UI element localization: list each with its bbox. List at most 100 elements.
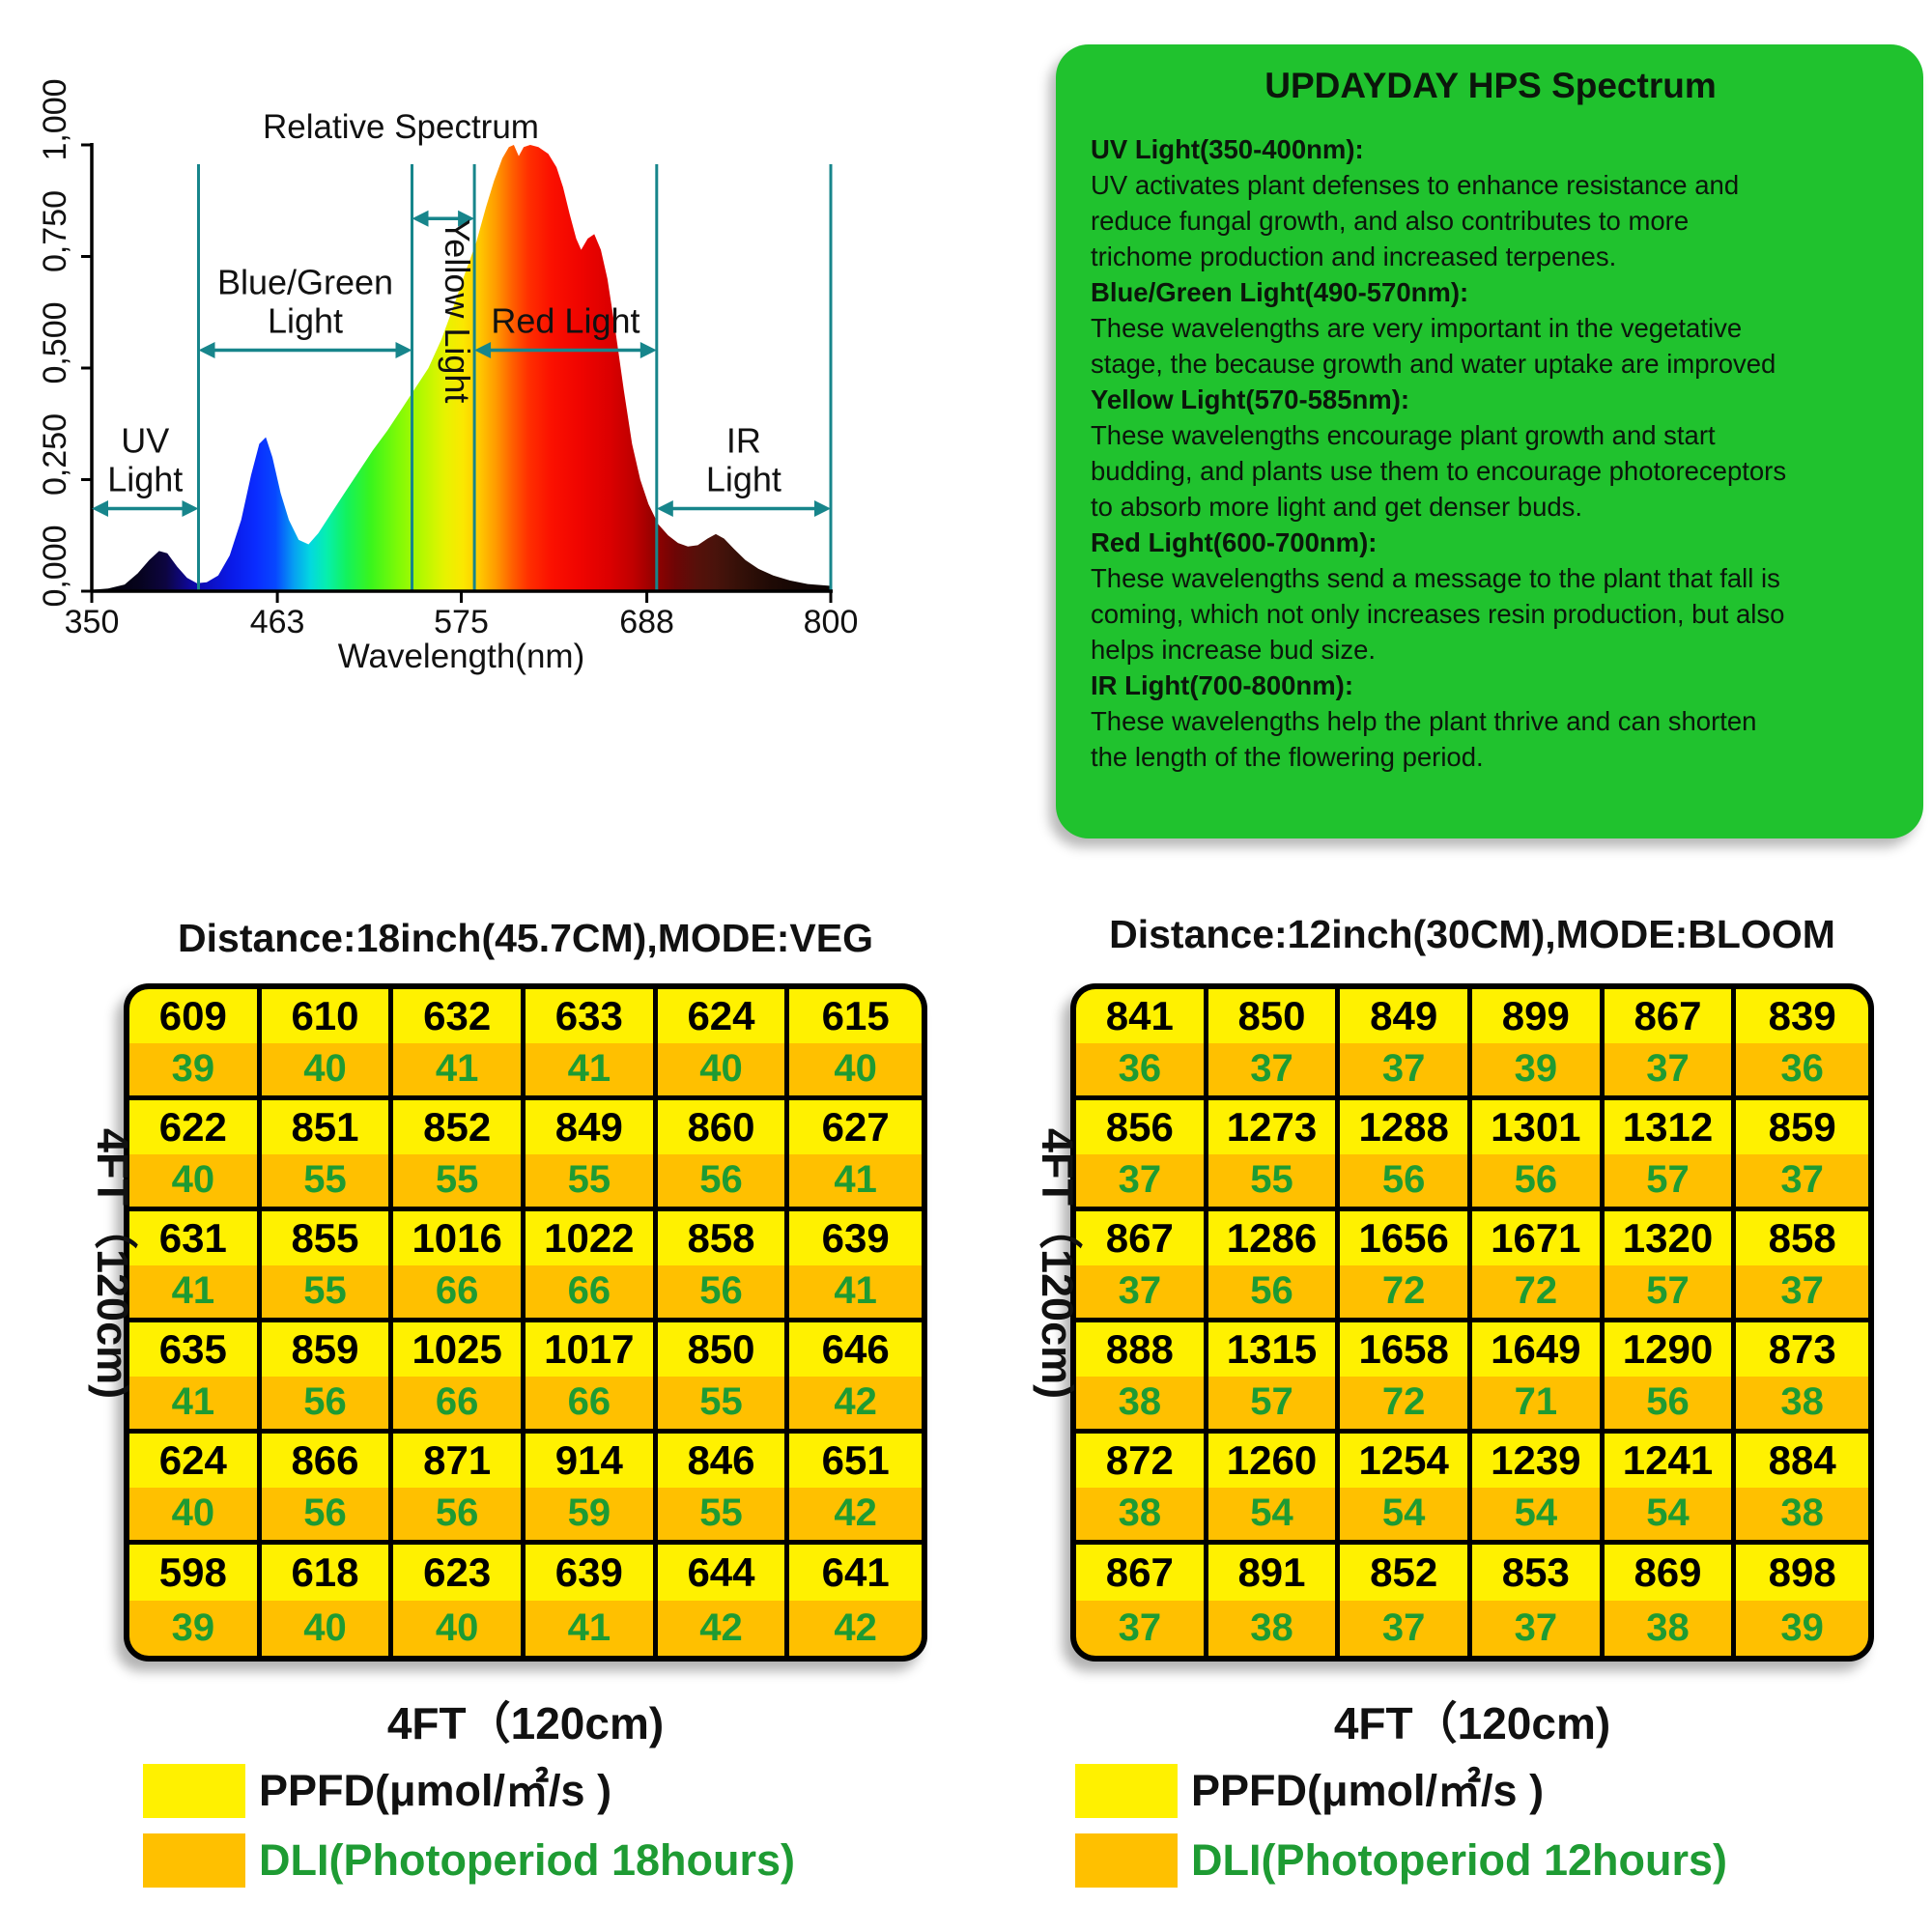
ppfd-value: 639	[789, 1211, 922, 1265]
ppfd-value: 615	[789, 989, 922, 1043]
measurement-cell: 841 36	[1076, 989, 1208, 1095]
y-tick-label: 0,000	[37, 525, 73, 607]
ppfd-value: 610	[261, 989, 389, 1043]
ppfd-value: 852	[1340, 1545, 1467, 1602]
ppfd-value: 866	[261, 1434, 389, 1488]
ppfd-value: 641	[789, 1545, 922, 1602]
measurement-cell: 632 41	[393, 989, 526, 1095]
ppfd-value: 899	[1472, 989, 1600, 1043]
chart-x-axis-label: Wavelength(nm)	[337, 638, 585, 675]
region-label-blue-green-light: Light	[268, 301, 343, 341]
ppfd-value: 1656	[1340, 1211, 1467, 1265]
measurement-cell: 849 37	[1340, 989, 1472, 1095]
dli-value: 55	[657, 1487, 785, 1540]
dli-value: 40	[393, 1601, 521, 1656]
dli-value: 57	[1604, 1264, 1732, 1318]
dli-value: 66	[526, 1376, 653, 1429]
ppfd-value: 873	[1736, 1322, 1868, 1377]
ppfd-value: 891	[1208, 1545, 1336, 1602]
x-tick-label: 463	[250, 604, 305, 640]
dli-value: 42	[789, 1487, 922, 1540]
panel-text-line: UV Light(350-400nm):	[1091, 134, 1364, 164]
panel-text-line: the length of the flowering period.	[1091, 742, 1484, 772]
ppfd-value: 888	[1076, 1322, 1204, 1377]
measurement-cell: 852 37	[1340, 1545, 1472, 1656]
dli-value: 41	[789, 1153, 922, 1207]
panel-text-line: UV activates plant defenses to enhance r…	[1091, 170, 1740, 200]
measurement-cell: 631 41	[129, 1211, 262, 1318]
ppfd-value: 1260	[1208, 1434, 1336, 1488]
ppfd-value: 1239	[1472, 1434, 1600, 1488]
measurement-cell: 856 37	[1076, 1100, 1208, 1207]
panel-text-line: coming, which not only increases resin p…	[1091, 599, 1785, 629]
measurement-cell: 624 40	[129, 1434, 262, 1540]
dli-value: 37	[1076, 1601, 1204, 1656]
dli-value: 37	[1340, 1601, 1467, 1656]
relative-spectrum-chart: 350 463 575 688 800 0,000 0,250 0,500 0,750 1,000…	[37, 78, 859, 640]
panel-text-line: helps increase bud size.	[1091, 635, 1377, 665]
dli-value: 55	[261, 1153, 389, 1207]
dli-value: 38	[1604, 1601, 1732, 1656]
ppfd-value: 841	[1076, 989, 1204, 1043]
panel-text-line: to absorb more light and get denser buds…	[1091, 492, 1583, 522]
measurement-cell: 869 38	[1604, 1545, 1737, 1656]
dli-value: 41	[129, 1264, 257, 1318]
dli-value: 40	[657, 1042, 785, 1095]
ppfd-value: 867	[1076, 1211, 1204, 1265]
ppfd-value: 624	[657, 989, 785, 1043]
dli-value: 40	[129, 1487, 257, 1540]
dli-value: 71	[1472, 1376, 1600, 1429]
measurement-cell: 846 55	[657, 1434, 790, 1540]
region-label-uv-light: Light	[107, 460, 183, 499]
dli-value: 37	[1076, 1264, 1204, 1318]
measurement-cell: 1241 54	[1604, 1434, 1737, 1540]
x-tick-label: 800	[804, 604, 859, 640]
dli-value: 39	[129, 1042, 257, 1095]
x-tick-label: 575	[434, 604, 489, 640]
measurement-cell: 1273 55	[1208, 1100, 1341, 1207]
measurement-cell: 633 41	[526, 989, 658, 1095]
ppfd-value: 858	[1736, 1211, 1868, 1265]
measurement-cell: 639 41	[526, 1545, 658, 1656]
measurement-cell: 899 39	[1472, 989, 1605, 1095]
measurement-cell: 615 40	[789, 989, 922, 1095]
dli-value: 55	[261, 1264, 389, 1318]
ppfd-value: 898	[1736, 1545, 1868, 1602]
measurement-cell: 867 37	[1076, 1211, 1208, 1318]
dli-value: 72	[1472, 1264, 1600, 1318]
dli-value: 37	[1736, 1153, 1868, 1207]
measurement-cell: 858 56	[657, 1211, 790, 1318]
dli-value: 42	[789, 1376, 922, 1429]
measurement-cell: 852 55	[393, 1100, 526, 1207]
measurement-cell: 1301 56	[1472, 1100, 1605, 1207]
dli-value: 36	[1076, 1042, 1204, 1095]
dli-value: 41	[393, 1042, 521, 1095]
panel-text-line: These wavelengths encourage plant growth…	[1091, 420, 1716, 450]
region-label-yellow-light: Yellow Light	[438, 219, 477, 404]
dli-value: 42	[657, 1601, 785, 1656]
ppfd-value: 1658	[1340, 1322, 1467, 1377]
y-tick-label: 1,000	[37, 78, 73, 160]
measurement-cell: 884 38	[1736, 1434, 1868, 1540]
measurement-cell: 849 55	[526, 1100, 658, 1207]
measurement-cell: 624 40	[657, 989, 790, 1095]
panel-text-line: budding, and plants use them to encourag…	[1091, 456, 1787, 486]
bloom-ppfd-legend-label: PPFD(μmol/㎡/s )	[1191, 1766, 1545, 1815]
measurement-cell: 1239 54	[1472, 1434, 1605, 1540]
region-label-ir-light: IR	[726, 421, 761, 461]
measurement-cell: 914 59	[526, 1434, 658, 1540]
arrowhead	[656, 500, 673, 518]
measurement-cell: 898 39	[1736, 1545, 1868, 1656]
ppfd-value: 1320	[1604, 1211, 1732, 1265]
dli-value: 55	[1208, 1153, 1336, 1207]
measurement-cell: 850 37	[1208, 989, 1341, 1095]
x-tick-label: 350	[65, 604, 120, 640]
x-tick-label: 688	[619, 604, 674, 640]
table-row: 888 38 1315 57 1658 72 1649 71 1290 56 873 38	[1076, 1322, 1868, 1434]
dli-value: 72	[1340, 1376, 1467, 1429]
table-row: 622 40 851 55 852 55 849 55 860 56 627 41	[129, 1100, 922, 1211]
dli-value: 54	[1472, 1487, 1600, 1540]
ppfd-value: 850	[657, 1322, 785, 1377]
dli-value: 54	[1604, 1487, 1732, 1540]
hps-spectrum-panel: UPDAYDAY HPS Spectrum UV Light(350-400nm…	[1056, 44, 1923, 838]
